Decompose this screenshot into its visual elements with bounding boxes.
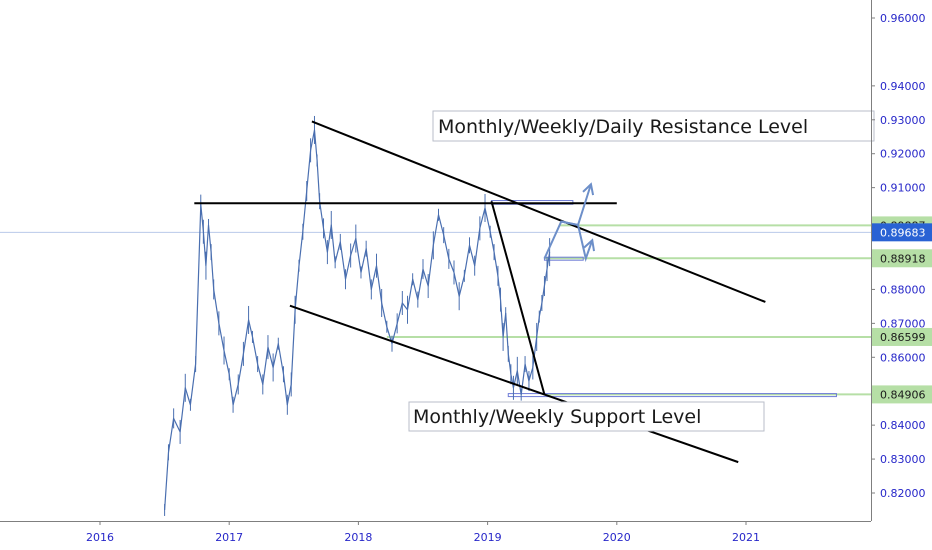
- y-tick-label: 0.96000: [880, 12, 926, 25]
- support-note[interactable]: Monthly/Weekly Support Level: [408, 401, 765, 432]
- zone-rect-2[interactable]: [507, 393, 837, 398]
- drawings-layer: [194, 120, 766, 464]
- price-badge-0.89683: 0.89683: [872, 223, 932, 242]
- y-tick-label: 0.91000: [880, 182, 926, 195]
- y-tick-label: 0.87000: [880, 317, 926, 330]
- projection-arrowhead-0: [582, 182, 595, 196]
- price-badge-text: 0.84906: [880, 388, 926, 401]
- lower-channel-line[interactable]: [289, 304, 739, 464]
- price-badge-bg: [872, 327, 932, 346]
- y-tick-label: 0.82000: [880, 487, 926, 500]
- zone-rect-1[interactable]: [543, 256, 584, 261]
- upper-channel-line[interactable]: [311, 120, 766, 303]
- x-tick-label: 2021: [732, 531, 760, 544]
- y-tick-label: 0.83000: [880, 453, 926, 466]
- y-tick-label: 0.86000: [880, 351, 926, 364]
- resistance-note-label: Monthly/Weekly/Daily Resistance Level: [438, 116, 808, 138]
- x-tick-label: 2020: [603, 531, 631, 544]
- y-tick-label: 0.94000: [880, 80, 926, 93]
- resistance-note[interactable]: Monthly/Weekly/Daily Resistance Level: [432, 110, 875, 142]
- projection-arrow-1[interactable]: [561, 220, 594, 263]
- x-tick-label: 2016: [86, 531, 114, 544]
- price-badge-bg: [872, 223, 932, 242]
- time-axis[interactable]: 2016 2017 2018 2019 2020 2021: [86, 521, 760, 544]
- price-line: [164, 129, 551, 511]
- y-tick-label: 0.88000: [880, 283, 926, 296]
- support-note-box: [408, 401, 765, 432]
- price-badge-text: 0.86599: [880, 331, 926, 344]
- projection-arrowhead-1: [583, 238, 596, 252]
- support-note-label: Monthly/Weekly Support Level: [413, 406, 701, 428]
- y-tick-label: 0.92000: [880, 148, 926, 161]
- x-tick-label: 2018: [344, 531, 372, 544]
- price-badge-bg: [872, 385, 932, 404]
- price-badge-text: 0.89683: [880, 226, 926, 239]
- y-tick-label: 0.93000: [880, 114, 926, 127]
- price-badge-bg: [872, 249, 932, 268]
- resistance-note-box: [432, 110, 875, 142]
- price-series-layer: [164, 115, 551, 516]
- price-badge-text: 0.88918: [880, 252, 926, 265]
- price-badge-0.86599: 0.86599: [872, 327, 932, 346]
- price-axis[interactable]: 0.96000 0.94000 0.93000 0.92000 0.91000 0.880…: [871, 12, 926, 500]
- y-tick-label: 0.84000: [880, 419, 926, 432]
- x-tick-label: 2017: [215, 531, 243, 544]
- x-tick-label: 2019: [474, 531, 502, 544]
- price-badge-0.84906: 0.84906: [872, 385, 932, 404]
- price-badge-0.88918: 0.88918: [872, 249, 932, 268]
- steep-trend-line[interactable]: [490, 200, 546, 395]
